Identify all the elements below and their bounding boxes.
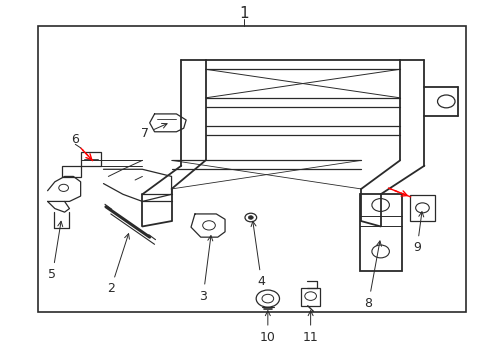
Text: 9: 9 <box>412 212 423 255</box>
Bar <box>360 194 401 271</box>
Text: 3: 3 <box>199 236 212 303</box>
Bar <box>301 288 319 306</box>
Text: 10: 10 <box>259 311 275 344</box>
Text: 2: 2 <box>107 234 129 296</box>
Bar <box>409 195 434 221</box>
Text: 6: 6 <box>71 134 79 147</box>
Text: 1: 1 <box>239 6 249 21</box>
Bar <box>62 166 81 177</box>
Bar <box>38 26 465 312</box>
Bar <box>81 152 101 166</box>
Text: 11: 11 <box>302 311 318 344</box>
Text: 8: 8 <box>364 241 381 310</box>
Text: 4: 4 <box>250 221 265 288</box>
Text: 7: 7 <box>141 123 167 140</box>
Circle shape <box>248 216 253 219</box>
Text: 5: 5 <box>48 221 62 281</box>
